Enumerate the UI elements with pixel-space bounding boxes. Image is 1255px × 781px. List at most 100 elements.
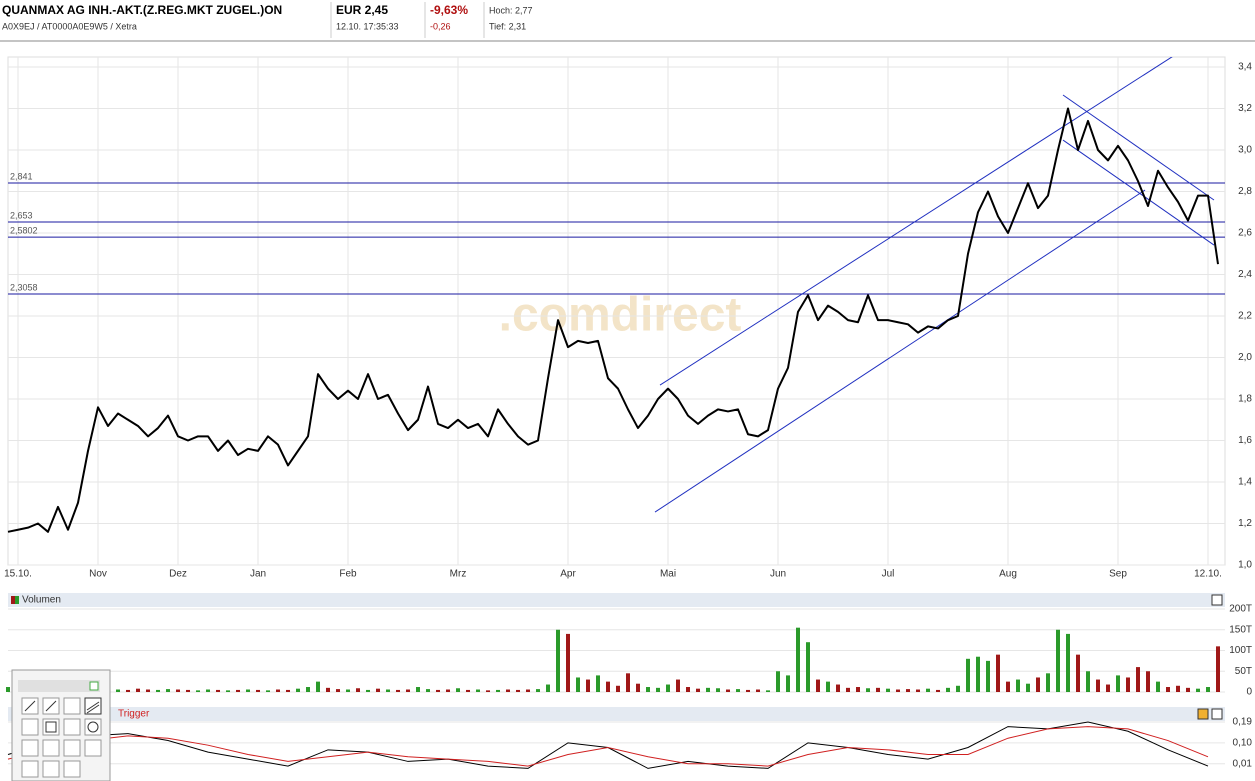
volume-header [8, 593, 1225, 607]
volume-bar [246, 689, 250, 692]
volume-bar [806, 642, 810, 692]
toolbox-close[interactable] [89, 681, 99, 691]
volume-bar [336, 689, 340, 692]
icon [45, 700, 57, 712]
icon [15, 596, 19, 604]
x-tick-label: Dez [169, 569, 187, 580]
icon [86, 701, 100, 711]
volume-bar [126, 689, 130, 692]
volume-bar [546, 684, 550, 692]
volume-bar [1056, 629, 1060, 692]
y-tick-label: 0,19 [1233, 717, 1253, 728]
volume-bar [586, 679, 590, 692]
volume-bar [976, 656, 980, 692]
volume-bar [1116, 675, 1120, 692]
indicator-line [7, 726, 1209, 767]
tool-erase[interactable] [63, 760, 81, 778]
x-tick-label: 15.10. [4, 569, 32, 580]
volume-bar [656, 687, 660, 692]
trend-line [1062, 139, 1215, 246]
volume-bar [536, 689, 540, 692]
volume-bar [456, 688, 460, 692]
x-tick-label: Aug [999, 569, 1017, 580]
y-tick-label: 50T [1235, 666, 1252, 677]
volume-bar [736, 689, 740, 692]
volume-bar [236, 689, 240, 692]
trend-line [659, 57, 1173, 386]
plots: 1,0 1,2 1,4 1,6 1,8 2,0 2,2 2,4 2,6 2,8 3,0 3,2 3,4 1… [4, 57, 1253, 769]
icon [24, 700, 36, 712]
icon [45, 721, 57, 733]
tool-text[interactable] [21, 739, 39, 757]
volume-bar [6, 687, 10, 692]
tool-arrow[interactable] [21, 718, 39, 736]
settings-button[interactable] [1197, 708, 1209, 720]
volume-bar [1096, 679, 1100, 692]
y-tick-label: 2,6 [1238, 228, 1252, 239]
tool-draw[interactable] [42, 760, 60, 778]
tool-grid[interactable] [21, 760, 39, 778]
tool-rect[interactable] [42, 718, 60, 736]
tool-circle[interactable] [84, 718, 102, 736]
volume-bar [906, 689, 910, 692]
volume-bar [986, 660, 990, 692]
x-tick-label: Nov [89, 569, 107, 580]
x-tick-label: 12.10. [1194, 569, 1222, 580]
x-tick-label: Feb [339, 569, 357, 580]
watermark: .comdirect [499, 289, 742, 342]
volume-bar [356, 688, 360, 692]
volume-bar [186, 689, 190, 692]
volume-bar [826, 681, 830, 692]
y-tick-label: 150T [1229, 624, 1252, 635]
header-bg [0, 0, 1255, 41]
volume-bar [206, 689, 210, 692]
y-tick-label: 200T [1229, 604, 1252, 615]
tool-cycle[interactable] [84, 739, 102, 757]
y-tick-label: 1,0 [1238, 560, 1252, 571]
x-tick-label: Jul [882, 569, 895, 580]
tool-hline[interactable] [63, 697, 81, 715]
high: Hoch: 2,77 [489, 5, 533, 15]
close-button[interactable] [1211, 594, 1223, 606]
tool-arc[interactable] [63, 718, 81, 736]
volume-bar [1006, 681, 1010, 692]
price: EUR 2,45 [336, 3, 388, 17]
y-tick-label: 0,01 [1233, 758, 1253, 769]
volume-bar [1066, 633, 1070, 692]
tool-fan[interactable] [63, 739, 81, 757]
stock-ids: A0X9EJ / AT0000A0E9W5 / Xetra [2, 21, 137, 31]
level-label: 2,841 [10, 171, 33, 181]
tool-fib[interactable] [42, 739, 60, 757]
x-tick-label: Jan [250, 569, 266, 580]
volume-bar [496, 689, 500, 692]
volume-bar [606, 681, 610, 692]
volume-bar [1086, 671, 1090, 692]
volume-bar [1016, 679, 1020, 692]
volume-bar [776, 671, 780, 692]
volume-bar [936, 689, 940, 692]
volume-bar [856, 687, 860, 692]
volume-bar [686, 687, 690, 692]
indicator-line [7, 721, 1209, 769]
change-pct: -9,63% [430, 3, 468, 17]
volume-bar [1026, 683, 1030, 692]
level-label: 2,653 [10, 210, 33, 220]
volume-bar [406, 689, 410, 692]
volume-bar [966, 658, 970, 692]
volume-bar [706, 687, 710, 692]
volume-bar [726, 689, 730, 692]
icon [11, 596, 15, 604]
volume-bar [646, 687, 650, 692]
volume-bar [1146, 671, 1150, 692]
volume-bar [636, 683, 640, 692]
close-button[interactable] [1211, 708, 1223, 720]
volume-bar [916, 689, 920, 692]
volume-bar [306, 687, 310, 692]
trend-line [654, 189, 1146, 513]
volume-bar [146, 689, 150, 692]
volume-bar [886, 688, 890, 692]
volume-bar [756, 689, 760, 692]
volume-bar [796, 627, 800, 692]
volume-bar [196, 690, 200, 692]
y-tick-label: 3,4 [1238, 62, 1252, 73]
